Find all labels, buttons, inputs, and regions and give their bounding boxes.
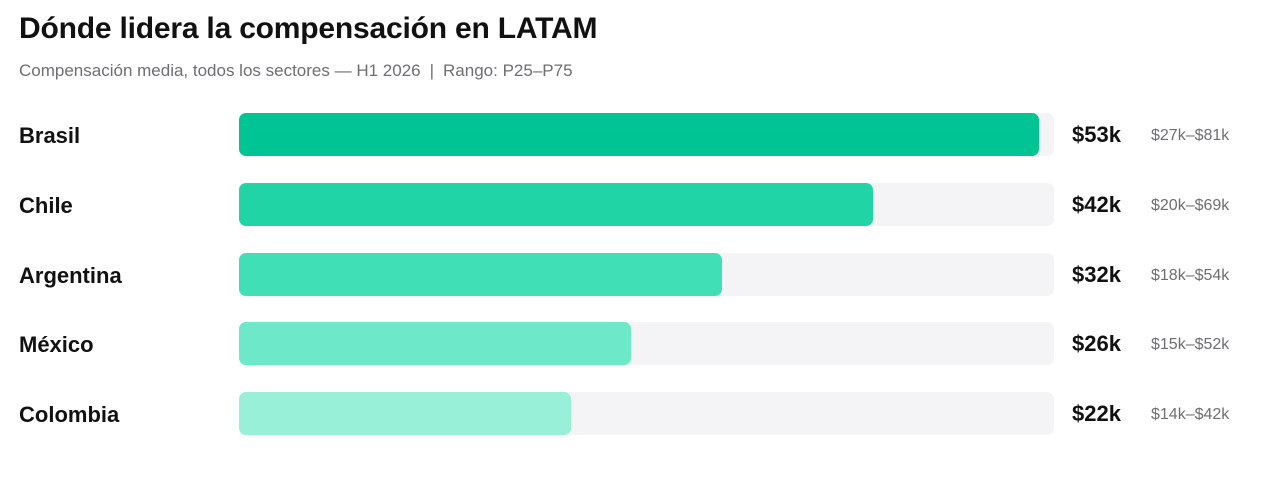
- bar-track: [239, 322, 1054, 365]
- range-label: $27k–$81k: [1151, 127, 1230, 144]
- category-label: Colombia: [19, 402, 120, 427]
- chart-title: Dónde lidera la compensación en LATAM: [19, 12, 598, 45]
- value-label: $26k: [1072, 331, 1121, 356]
- bar-row: México $26k $15k–$52k: [0, 322, 1280, 365]
- value-label: $42k: [1072, 192, 1121, 217]
- bar-track: [239, 113, 1054, 156]
- bar-row: Colombia $22k $14k–$42k: [0, 392, 1280, 435]
- category-label: Brasil: [19, 123, 81, 148]
- bar: [239, 113, 1039, 156]
- bar-row: Argentina $32k $18k–$54k: [0, 253, 1280, 296]
- range-label: $14k–$42k: [1151, 406, 1230, 423]
- chart-subtitle: Compensación media, todos los sectores —…: [19, 61, 573, 81]
- range-label: $15k–$52k: [1151, 336, 1230, 353]
- value-label: $22k: [1072, 401, 1121, 426]
- range-note: Rango: P25–P75: [443, 61, 573, 80]
- bar: [239, 253, 722, 296]
- bar: [239, 183, 873, 226]
- bar-track: [239, 183, 1054, 226]
- subtitle-text: Compensación media, todos los sectores —…: [19, 61, 421, 80]
- value-label: $32k: [1072, 262, 1121, 287]
- bar-row: Brasil $53k $27k–$81k: [0, 113, 1280, 156]
- category-label: México: [19, 332, 94, 357]
- bar-track: [239, 392, 1054, 435]
- category-label: Chile: [19, 193, 73, 218]
- bar-track: [239, 253, 1054, 296]
- bar: [239, 322, 632, 365]
- category-label: Argentina: [19, 263, 122, 288]
- bar: [239, 392, 571, 435]
- range-label: $20k–$69k: [1151, 197, 1230, 214]
- subtitle-separator: |: [429, 61, 435, 80]
- range-label: $18k–$54k: [1151, 267, 1230, 284]
- bar-row: Chile $42k $20k–$69k: [0, 183, 1280, 226]
- value-label: $53k: [1072, 122, 1121, 147]
